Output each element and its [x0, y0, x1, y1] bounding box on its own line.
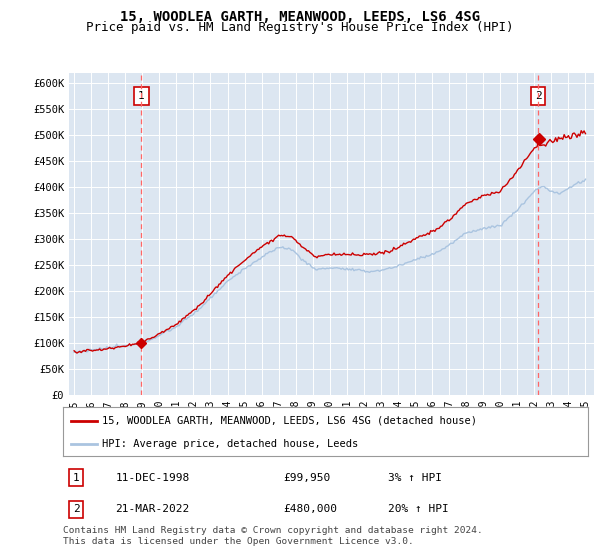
Text: Contains HM Land Registry data © Crown copyright and database right 2024.
This d: Contains HM Land Registry data © Crown c… — [63, 526, 483, 546]
Text: £99,950: £99,950 — [284, 473, 331, 483]
Text: 2: 2 — [535, 91, 541, 101]
Text: £480,000: £480,000 — [284, 504, 337, 514]
Text: 15, WOODLEA GARTH, MEANWOOD, LEEDS, LS6 4SG (detached house): 15, WOODLEA GARTH, MEANWOOD, LEEDS, LS6 … — [103, 416, 478, 426]
Text: 15, WOODLEA GARTH, MEANWOOD, LEEDS, LS6 4SG: 15, WOODLEA GARTH, MEANWOOD, LEEDS, LS6 … — [120, 10, 480, 24]
Text: Price paid vs. HM Land Registry's House Price Index (HPI): Price paid vs. HM Land Registry's House … — [86, 21, 514, 34]
Text: 2: 2 — [73, 504, 79, 514]
Text: HPI: Average price, detached house, Leeds: HPI: Average price, detached house, Leed… — [103, 439, 359, 449]
Text: 3% ↑ HPI: 3% ↑ HPI — [389, 473, 443, 483]
Text: 21-MAR-2022: 21-MAR-2022 — [115, 504, 190, 514]
Text: 1: 1 — [138, 91, 145, 101]
Text: 11-DEC-1998: 11-DEC-1998 — [115, 473, 190, 483]
Text: 1: 1 — [73, 473, 79, 483]
Text: 20% ↑ HPI: 20% ↑ HPI — [389, 504, 449, 514]
